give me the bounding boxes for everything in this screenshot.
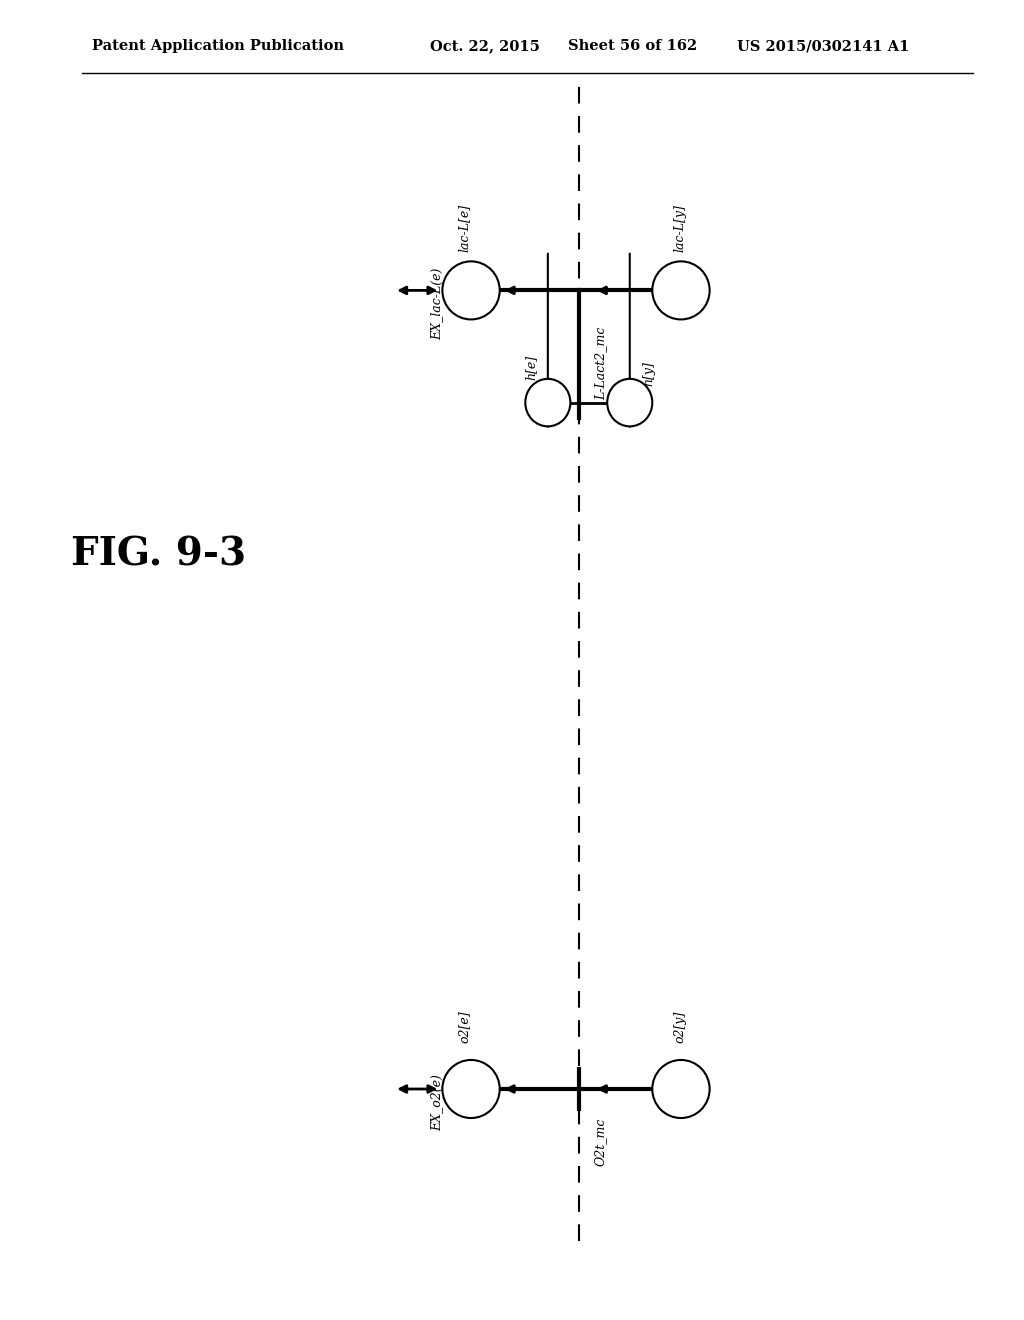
Text: h[y]: h[y] bbox=[642, 362, 655, 385]
Ellipse shape bbox=[607, 379, 652, 426]
Text: Patent Application Publication: Patent Application Publication bbox=[92, 40, 344, 53]
Ellipse shape bbox=[652, 1060, 710, 1118]
Ellipse shape bbox=[652, 261, 710, 319]
Ellipse shape bbox=[442, 261, 500, 319]
Text: EX_lac-L(e): EX_lac-L(e) bbox=[430, 268, 443, 339]
Text: EX_o2(e): EX_o2(e) bbox=[430, 1073, 443, 1131]
Text: Sheet 56 of 162: Sheet 56 of 162 bbox=[568, 40, 697, 53]
Text: L-Lact2_mc: L-Lact2_mc bbox=[594, 326, 607, 400]
Text: O2t_mc: O2t_mc bbox=[594, 1118, 607, 1166]
Text: o2[e]: o2[e] bbox=[458, 1011, 471, 1043]
Text: US 2015/0302141 A1: US 2015/0302141 A1 bbox=[737, 40, 909, 53]
Text: FIG. 9-3: FIG. 9-3 bbox=[71, 536, 247, 573]
Text: h[e]: h[e] bbox=[524, 354, 538, 380]
Ellipse shape bbox=[442, 1060, 500, 1118]
Text: Oct. 22, 2015: Oct. 22, 2015 bbox=[430, 40, 540, 53]
Ellipse shape bbox=[525, 379, 570, 426]
Text: lac-L[y]: lac-L[y] bbox=[673, 205, 686, 252]
Text: lac-L[e]: lac-L[e] bbox=[458, 205, 471, 252]
Text: o2[y]: o2[y] bbox=[673, 1011, 686, 1043]
